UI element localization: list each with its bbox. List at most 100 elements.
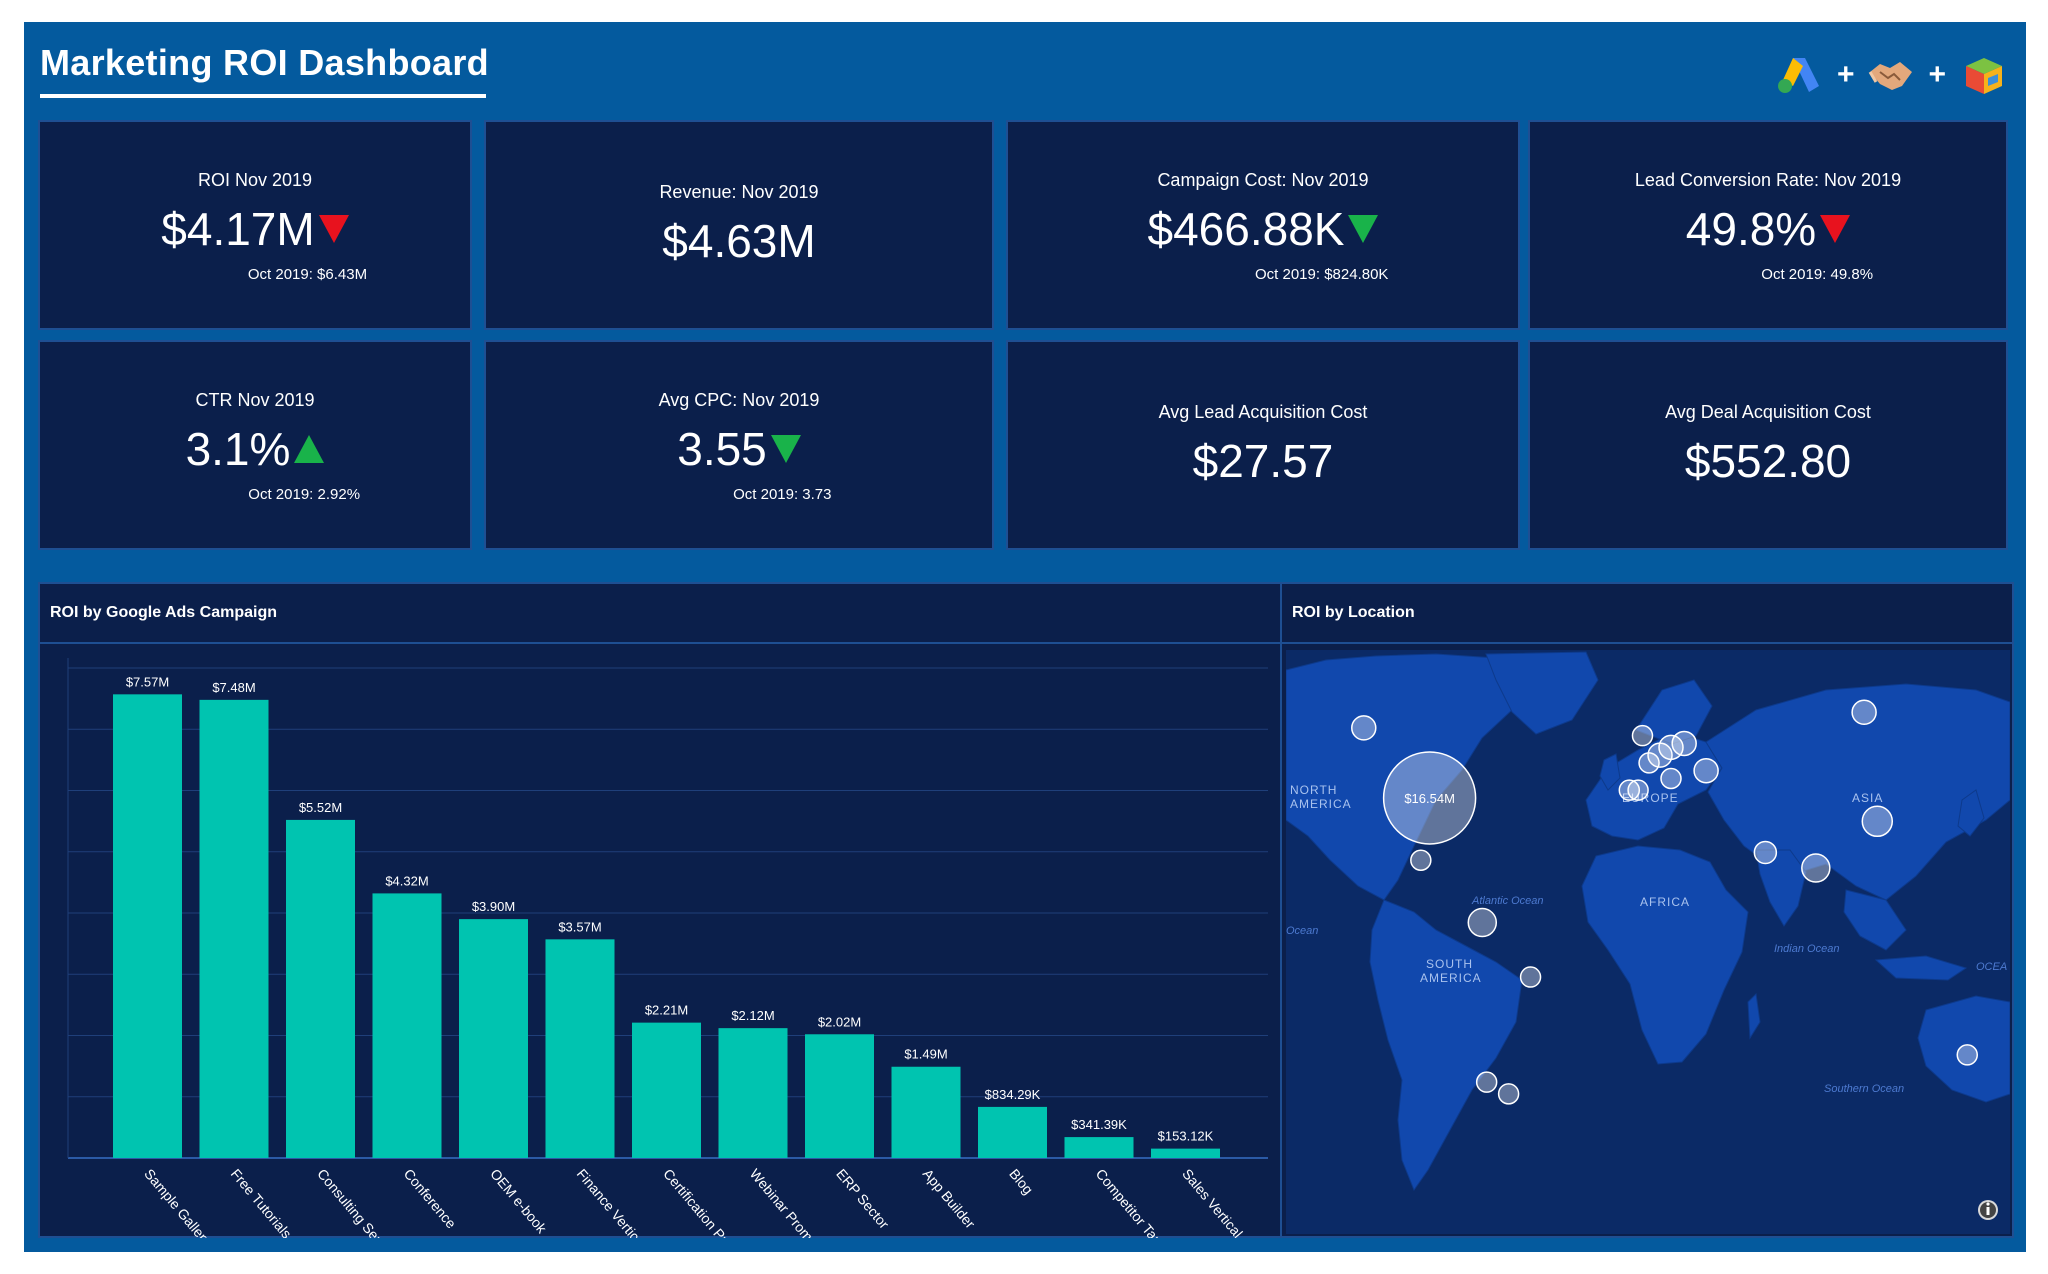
x-tick-label: OEM e-book	[487, 1166, 550, 1237]
dashboard-title: Marketing ROI Dashboard	[40, 42, 489, 83]
kpi-card[interactable]: CTR Nov 2019 3.1% Oct 2019: 2.92%	[38, 340, 472, 550]
kpi-value-text: 3.55	[677, 423, 767, 475]
crm-cube-icon	[1966, 58, 2002, 94]
bar[interactable]	[1064, 1137, 1134, 1158]
ocean-label: Ocean	[1286, 925, 1318, 937]
bar[interactable]	[372, 893, 442, 1158]
location-bubble[interactable]	[1851, 699, 1877, 726]
ocean-label: Southern Ocean	[1824, 1083, 1904, 1095]
location-bubble[interactable]	[1519, 966, 1542, 988]
info-icon[interactable]	[1978, 1200, 1998, 1220]
plus-sign: +	[1928, 58, 1946, 91]
bar[interactable]	[718, 1028, 788, 1158]
ocean-label: OCEA	[1976, 961, 2007, 973]
x-tick-label: Sales Vertical	[1179, 1166, 1246, 1238]
x-tick-label: Sample Gallery	[141, 1166, 215, 1238]
location-bubble[interactable]	[1497, 1083, 1520, 1105]
bar-chart: $7.57M Sample Gallery $7.48M Free Tutorials…	[67, 658, 1268, 1238]
kpi-card[interactable]: Avg CPC: Nov 2019 3.55 Oct 2019: 3.73	[484, 340, 994, 550]
kpi-value: $27.57	[1008, 434, 1518, 488]
kpi-card[interactable]: Lead Conversion Rate: Nov 2019 49.8% Oct 2…	[1528, 120, 2008, 330]
continent-label: AFRICA	[1640, 895, 1690, 909]
handshake-icon	[1869, 62, 1913, 90]
trend-down-icon	[770, 435, 801, 463]
bar[interactable]	[632, 1022, 701, 1158]
location-bubble[interactable]	[1671, 730, 1697, 757]
location-bubble[interactable]	[1753, 840, 1778, 865]
continents	[1286, 651, 2010, 1192]
kpi-value: $4.17M	[40, 202, 470, 256]
continent-label: ASIA	[1852, 791, 1883, 805]
location-bubble[interactable]	[1351, 715, 1377, 741]
x-tick-label: Blog	[1006, 1166, 1036, 1198]
location-bubble[interactable]	[1467, 907, 1498, 938]
kpi-previous-value: Oct 2019: $6.43M	[247, 266, 368, 283]
kpi-previous-value: Oct 2019: 2.92%	[248, 486, 361, 503]
location-bubble[interactable]	[1627, 779, 1649, 801]
location-bubble[interactable]	[1956, 1044, 1978, 1066]
location-bubble[interactable]	[1660, 767, 1682, 790]
dashboard-frame: Marketing ROI Dashboard + + ROI Nov 2019…	[24, 22, 2026, 1252]
bar-data-label: $153.12K	[1158, 1129, 1214, 1144]
madagascar-shape	[1747, 992, 1761, 1040]
bar[interactable]	[978, 1106, 1047, 1158]
plus-sign: +	[1836, 58, 1855, 91]
bar[interactable]	[1151, 1148, 1220, 1158]
trend-down-icon	[1348, 215, 1379, 243]
location-bubble[interactable]	[1861, 805, 1894, 838]
kpi-card[interactable]: Revenue: Nov 2019 $4.63M	[484, 120, 994, 330]
bar[interactable]	[459, 919, 528, 1158]
kpi-value: $466.88K	[1008, 202, 1518, 256]
kpi-label: Avg Lead Acquisition Cost	[1158, 402, 1368, 422]
kpi-value: $4.63M	[486, 214, 992, 268]
kpi-label: ROI Nov 2019	[197, 170, 313, 190]
kpi-value-text: $466.88K	[1147, 203, 1345, 255]
bar-data-label: $834.29K	[985, 1087, 1041, 1102]
panel-divider	[40, 642, 1290, 644]
trend-up-icon	[294, 435, 325, 463]
kpi-card[interactable]: Campaign Cost: Nov 2019 $466.88K Oct 2019:…	[1006, 120, 1520, 330]
bar[interactable]	[805, 1034, 874, 1158]
uk-shape	[1599, 753, 1621, 791]
x-tick-label: Conference	[401, 1166, 460, 1232]
bar[interactable]	[891, 1066, 961, 1158]
location-bubble[interactable]	[1631, 724, 1654, 747]
location-bubble[interactable]	[1475, 1071, 1498, 1093]
kpi-value: 3.55	[486, 422, 992, 476]
kpi-value: 3.1%	[40, 422, 470, 476]
bar[interactable]	[286, 819, 355, 1158]
bar-data-label: $2.02M	[818, 1014, 861, 1029]
bar-data-label: $7.57M	[126, 674, 169, 689]
google-ads-icon	[1777, 58, 1819, 93]
location-bubble[interactable]	[1382, 751, 1477, 845]
x-tick-label: ERP Sector	[833, 1166, 892, 1232]
bar[interactable]	[199, 699, 269, 1158]
x-tick-label: Competitor Targets	[1093, 1166, 1181, 1238]
bar[interactable]	[113, 694, 182, 1158]
continent-label: AMERICA	[1290, 797, 1352, 811]
kpi-card[interactable]: ROI Nov 2019 $4.17M Oct 2019: $6.43M	[38, 120, 472, 330]
kpi-value-text: 3.1%	[185, 423, 291, 475]
bar-data-label: $2.12M	[731, 1008, 774, 1023]
location-bubble[interactable]	[1638, 752, 1660, 774]
kpi-card[interactable]: Avg Lead Acquisition Cost $27.57	[1006, 340, 1520, 550]
location-bubble[interactable]	[1410, 849, 1432, 871]
bar[interactable]	[545, 939, 615, 1158]
southeast-asia-shape	[1843, 889, 1907, 951]
location-bubble[interactable]	[1801, 853, 1831, 883]
continent-label: NORTH	[1290, 783, 1337, 797]
location-bubble[interactable]	[1618, 779, 1641, 801]
kpi-card[interactable]: Avg Deal Acquisition Cost $552.80	[1528, 340, 2008, 550]
location-bubble[interactable]	[1693, 757, 1719, 784]
x-tick-label: Free Tutorials	[228, 1166, 295, 1238]
panel-title: ROI by Google Ads Campaign	[50, 604, 277, 621]
x-tick-label: Webinar Promotion	[747, 1166, 836, 1238]
map-bubbles[interactable]: $16.54M	[1351, 699, 1978, 1105]
bar-data-label: $7.48M	[212, 680, 255, 695]
bar-data-label: $2.21M	[645, 1003, 688, 1018]
ocean-label: Atlantic Ocean	[1471, 895, 1544, 907]
kpi-label: Avg Deal Acquisition Cost	[1665, 402, 1871, 422]
kpi-value-text: $27.57	[1192, 435, 1334, 487]
kpi-value-text: $4.63M	[662, 215, 816, 267]
